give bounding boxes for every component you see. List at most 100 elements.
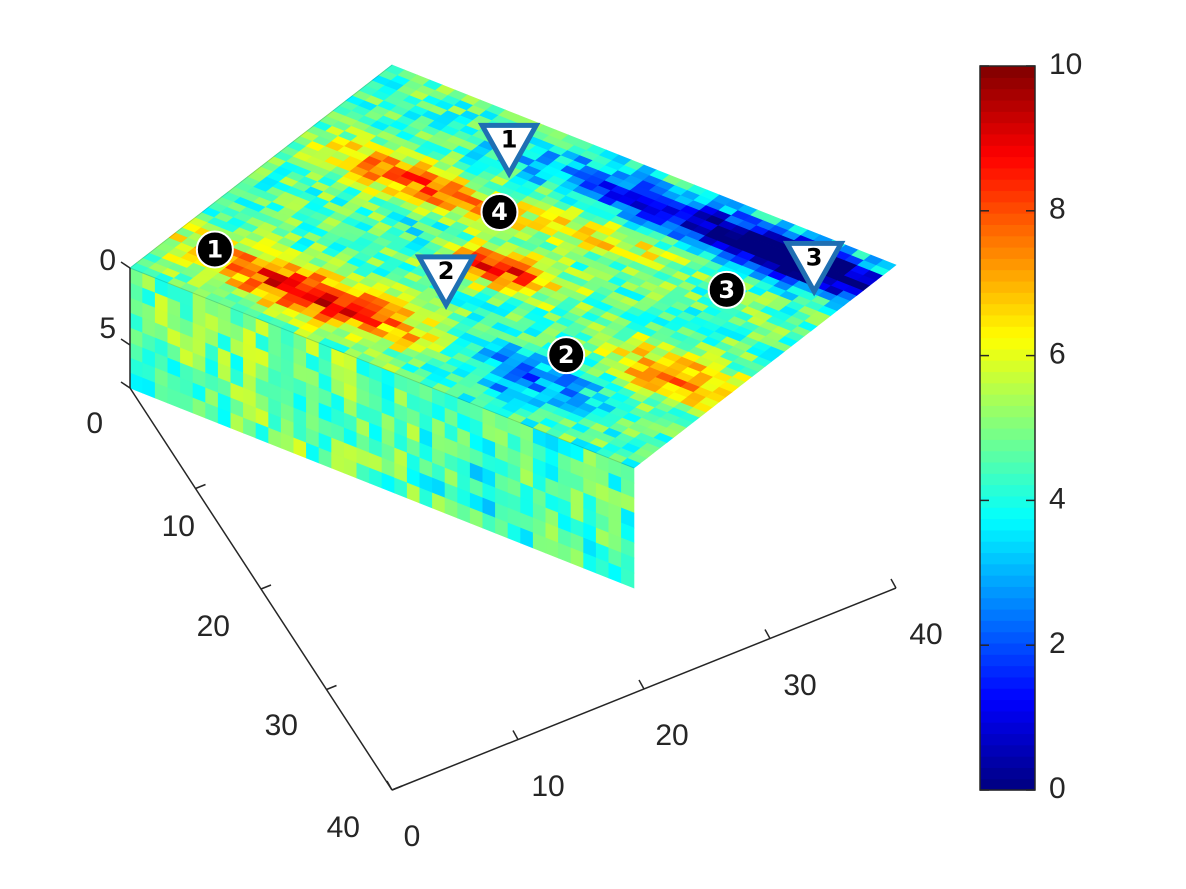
colorbar-band (980, 416, 1035, 429)
y-tick (260, 584, 272, 590)
triangle-marker-label: 1 (501, 125, 518, 153)
y-tick (326, 684, 337, 691)
colorbar-band (980, 552, 1035, 565)
colorbar-band (980, 280, 1035, 293)
top-surface-heatmap (129, 64, 897, 469)
colorbar-band (980, 563, 1035, 576)
colorbar-band (980, 586, 1035, 599)
colorbar-band (980, 382, 1035, 395)
colorbar-band (980, 235, 1035, 248)
x-tick (638, 679, 645, 690)
x-tick-label-0: 0 (404, 820, 421, 853)
y-tick (391, 785, 403, 791)
colorbar-tick-label: 10 (1049, 48, 1082, 81)
colorbar-band (980, 326, 1035, 339)
y-axis-ticks (195, 483, 403, 791)
colorbar-band (980, 710, 1035, 723)
colorbar-band (980, 314, 1035, 327)
colorbar-band (980, 756, 1035, 768)
colorbar-tick-label: 0 (1049, 772, 1066, 805)
colorbar-band (980, 179, 1035, 192)
x-axis-ticks (386, 578, 897, 791)
y-tick-label-10: 10 (162, 510, 195, 543)
colorbar-band (980, 699, 1035, 712)
y-tick-label-20: 20 (197, 610, 230, 643)
colorbar-tick-label: 2 (1049, 627, 1066, 660)
circle-marker-label: 4 (491, 198, 508, 226)
colorbar-band (980, 292, 1035, 305)
colorbar-band (980, 778, 1035, 791)
colorbar: 0 2 4 6 8 10 (979, 48, 1082, 805)
circle-marker-2 (547, 336, 586, 375)
colorbar-band (980, 495, 1035, 508)
colorbar-band (980, 597, 1035, 610)
circle-marker-1 (195, 230, 234, 269)
colorbar-tick-label: 8 (1049, 193, 1066, 226)
x-tick (890, 578, 897, 589)
triangle-marker-3 (782, 240, 846, 297)
colorbar-band (980, 201, 1035, 214)
colorbar-band (980, 439, 1035, 452)
colorbar-band (980, 337, 1035, 350)
colorbar-band (980, 461, 1035, 474)
colorbar-band (980, 213, 1035, 225)
colorbar-gradient (980, 66, 1035, 791)
colorbar-band (980, 190, 1035, 203)
colorbar-band (980, 145, 1035, 158)
colorbar-band (980, 258, 1035, 271)
triangle-marker-1 (477, 122, 541, 179)
colorbar-band (980, 654, 1035, 667)
colorbar-band (980, 66, 1035, 78)
colorbar-band (980, 541, 1035, 554)
y-tick (195, 483, 206, 490)
colorbar-band (980, 360, 1035, 373)
colorbar-band (980, 767, 1035, 780)
colorbar-band (980, 676, 1035, 689)
colorbar-band (980, 733, 1035, 746)
z-tick-0 (120, 261, 131, 269)
colorbar-band (980, 484, 1035, 497)
colorbar-band (980, 99, 1035, 112)
colorbar-tick-label: 4 (1049, 482, 1066, 515)
circle-marker-4 (480, 193, 519, 232)
x-tick-label-10: 10 (531, 770, 564, 803)
colorbar-band (980, 631, 1035, 644)
x-tick-label-30: 30 (783, 669, 816, 702)
colorbar-band (980, 348, 1035, 361)
x-tick (764, 629, 771, 639)
colorbar-band (980, 247, 1035, 259)
colorbar-band (980, 371, 1035, 384)
z-tick-label-0: 0 (99, 244, 116, 277)
axes: 0 5 0 10 20 30 40 0 10 20 30 40 (86, 244, 942, 853)
colorbar-band (980, 269, 1035, 282)
colorbar-band (980, 111, 1035, 124)
x-tick (386, 780, 393, 791)
colorbar-band (980, 133, 1035, 146)
colorbar-band (980, 88, 1035, 101)
colorbar-band (980, 609, 1035, 621)
colorbar-band (980, 722, 1035, 735)
colorbar-band (980, 473, 1035, 486)
colorbar-band (980, 394, 1035, 406)
triangle-marker-label: 2 (438, 257, 455, 285)
colorbar-frame (979, 65, 1036, 791)
colorbar-band (980, 744, 1035, 757)
z-tick-label-bottom: 0 (86, 407, 103, 440)
colorbar-band (980, 303, 1035, 316)
z-tick-label-5: 5 (99, 312, 116, 345)
colorbar-band (980, 665, 1035, 678)
x-tick-label-20: 20 (655, 719, 688, 752)
colorbar-band (980, 642, 1035, 655)
block-edge (129, 64, 393, 269)
circle-marker-3 (707, 270, 746, 309)
circle-marker-label: 3 (718, 276, 735, 304)
triangle-marker-label: 3 (806, 243, 823, 271)
colorbar-band (980, 156, 1035, 169)
colorbar-band (980, 620, 1035, 633)
z-tick-bottom (120, 381, 131, 389)
colorbar-band (980, 428, 1035, 440)
annotation-markers: 1 2 3 4 1 2 3 (195, 122, 846, 375)
colorbar-band (980, 405, 1035, 418)
colorbar-band (980, 77, 1035, 90)
